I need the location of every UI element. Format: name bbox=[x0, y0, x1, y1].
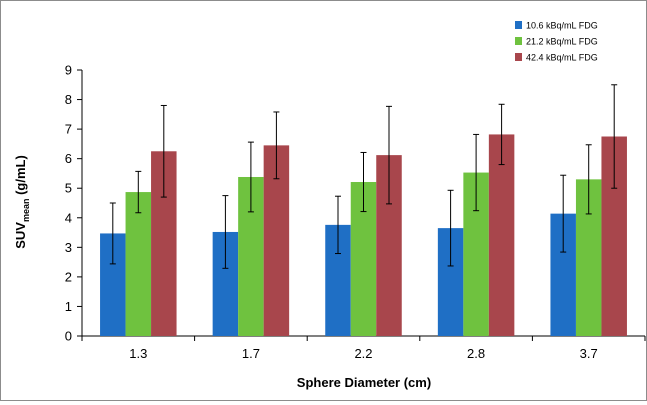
bar bbox=[125, 192, 152, 336]
legend: 10.6 kBq/mL FDG 21.2 kBq/mL FDG 42.4 kBq/m… bbox=[515, 21, 598, 63]
y-tick-label: 6 bbox=[65, 151, 72, 166]
x-tick-label: 2.8 bbox=[467, 346, 485, 361]
legend-swatch bbox=[515, 21, 522, 29]
x-tick-label: 1.3 bbox=[129, 346, 147, 361]
y-tick-label: 2 bbox=[65, 269, 72, 284]
y-axis-title-main: SUV bbox=[13, 222, 28, 249]
bars bbox=[100, 134, 627, 336]
bar bbox=[488, 134, 515, 336]
y-axis-title-unit: (g/mL) bbox=[13, 155, 28, 198]
legend-label: 10.6 kBq/mL FDG bbox=[526, 21, 598, 31]
y-tick-label: 7 bbox=[65, 122, 72, 137]
y-axis-title-subscript: mean bbox=[21, 199, 31, 223]
legend-label: 21.2 kBq/mL FDG bbox=[526, 37, 598, 47]
x-tick-label: 2.2 bbox=[354, 346, 372, 361]
y-axis-title: SUVmean (g/mL) bbox=[13, 155, 31, 249]
legend-swatch bbox=[515, 53, 522, 61]
y-tick-label: 8 bbox=[65, 92, 72, 107]
y-tick-label: 3 bbox=[65, 240, 72, 255]
x-tick-label: 1.7 bbox=[242, 346, 260, 361]
x-axis-title: Sphere Diameter (cm) bbox=[297, 375, 431, 390]
y-tick-label: 4 bbox=[65, 210, 72, 225]
x-tick-label: 3.7 bbox=[580, 346, 598, 361]
tick-labels: 0 1 2 3 4 5 6 7 8 9 1.3 1.7 2.2 2.8 3.7 bbox=[65, 63, 598, 362]
y-tick-label: 9 bbox=[65, 63, 72, 78]
y-tick-label: 0 bbox=[65, 329, 72, 344]
legend-swatch bbox=[515, 37, 522, 45]
error-bars bbox=[109, 84, 618, 269]
legend-label: 42.4 kBq/mL FDG bbox=[526, 53, 598, 63]
y-tick-label: 1 bbox=[65, 299, 72, 314]
y-tick-label: 5 bbox=[65, 181, 72, 196]
